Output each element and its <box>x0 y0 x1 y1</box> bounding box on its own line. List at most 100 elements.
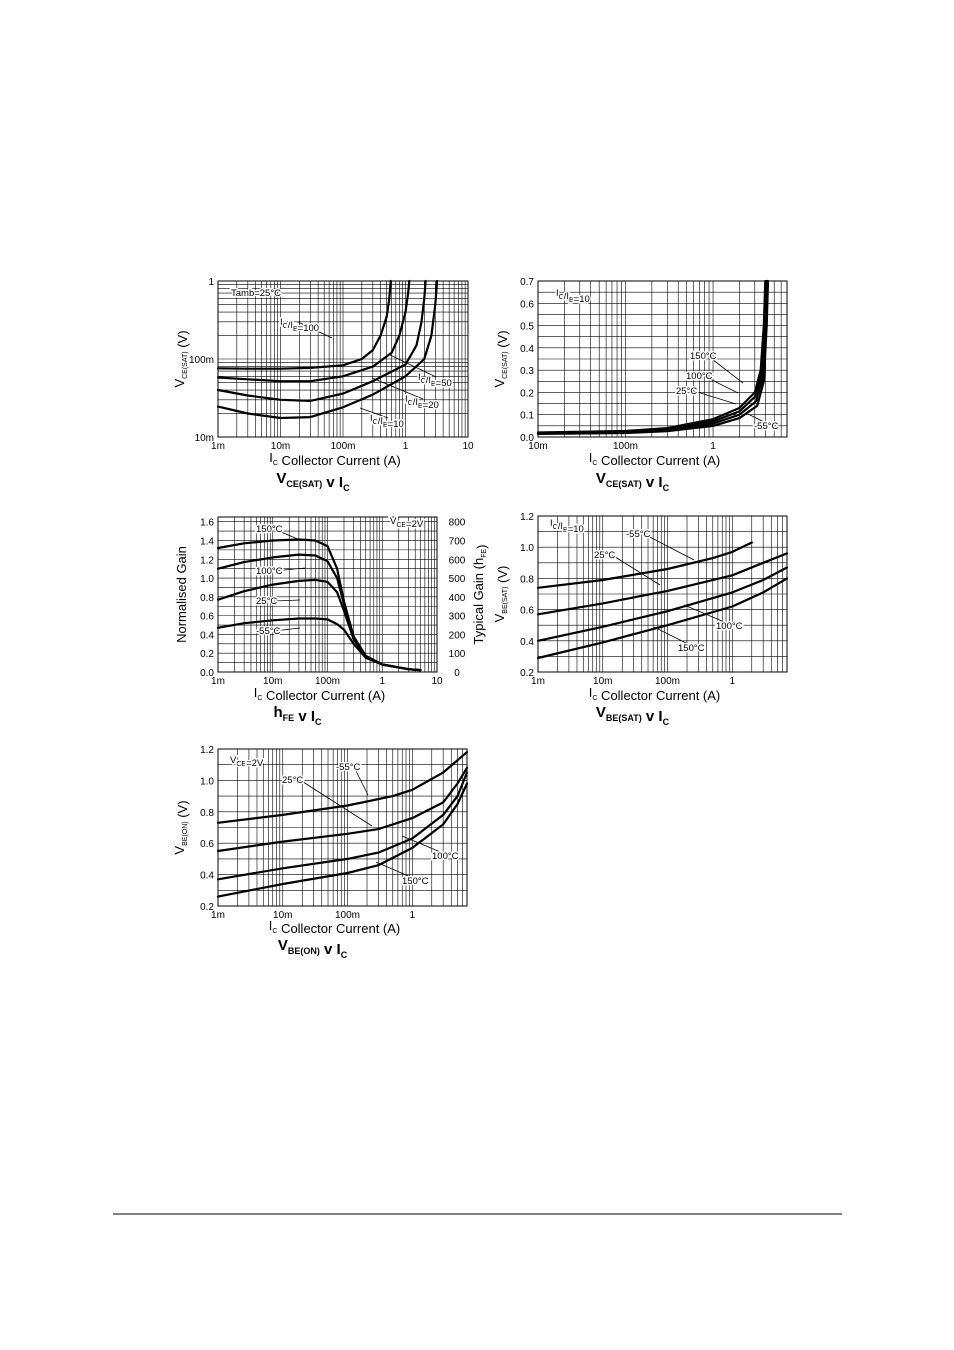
y-tick-label: 1.2 <box>200 745 214 756</box>
y2-tick-label: 800 <box>449 518 466 529</box>
series-label: 100°C <box>256 566 283 577</box>
y2-tick-label: 600 <box>449 555 466 566</box>
leader-line <box>707 355 744 384</box>
y-tick-label: 1.6 <box>200 518 214 529</box>
chart-title: VBE(SAT) v IC <box>596 704 670 727</box>
x-axis-label: IC Collector Current (A) <box>589 450 721 468</box>
series-label: 100°C <box>432 851 459 862</box>
leader-line <box>387 353 437 378</box>
y-tick-label: 1 <box>208 277 214 288</box>
y-tick-label: 0.7 <box>520 277 534 288</box>
leader-line <box>273 627 301 632</box>
x-tick-label: 10m <box>271 441 290 452</box>
x-tick-label: 1 <box>710 441 716 452</box>
series-line-1 <box>216 279 392 370</box>
grid <box>217 517 437 673</box>
x-tick-label: 10 <box>462 441 474 452</box>
chart-vbeon: 1m 10m 100m 1 0.2 0.4 0.6 0.8 1.0 1.2 VBE(ON) (V) I… <box>172 745 469 960</box>
series-label: 150°C <box>678 643 705 654</box>
y-tick-label: 1.2 <box>200 555 214 566</box>
y-tick-label: 0.2 <box>200 649 214 660</box>
x-tick-label: 10 <box>431 676 443 687</box>
x-tick-label: 100m <box>655 676 680 687</box>
y-tick-label: 0.6 <box>200 612 214 623</box>
x-tick-label: 100m <box>335 910 360 921</box>
leader-line <box>653 626 697 649</box>
leader-line <box>353 766 369 796</box>
y-tick-label: 1.0 <box>520 543 534 554</box>
x-axis-label: IC Collector Current (A) <box>269 450 401 468</box>
y2-tick-label: 700 <box>449 536 466 547</box>
chart-annotation: IC/IB=10 <box>556 288 590 305</box>
series-line-1 <box>216 751 469 824</box>
y-tick-label: 1.4 <box>200 536 214 547</box>
plot-frame <box>537 515 788 673</box>
x-tick-label: 1m <box>531 676 545 687</box>
series-label: 150°C <box>690 351 717 362</box>
y-tick-label: 0.2 <box>200 902 214 913</box>
y-tick-label: 0.8 <box>520 574 534 585</box>
chart-title: VCE(SAT) v IC <box>276 470 350 493</box>
y2-tick-label: 0 <box>454 668 460 679</box>
x-tick-label: 1 <box>729 676 735 687</box>
series-line-2 <box>216 279 411 383</box>
x-tick-label: 10m <box>273 910 292 921</box>
y-axis-label-group: VBE(ON) (V) <box>172 800 190 854</box>
plot-frame <box>217 748 468 907</box>
series-line-3 <box>536 566 789 642</box>
y-tick-label: 0.0 <box>520 433 534 444</box>
grid <box>537 280 788 438</box>
y-axis-label: VCE(SAT) (V) <box>172 330 190 387</box>
y-tick-label: 0.3 <box>520 366 534 377</box>
series-line-2 <box>216 766 469 853</box>
chart-title: VBE(ON) v IC <box>278 937 348 960</box>
leader-line <box>401 835 451 857</box>
series-line-4 <box>216 279 439 420</box>
series-line-2 <box>536 552 789 616</box>
y2-tick-label: 200 <box>449 630 466 641</box>
leader-line <box>359 407 389 419</box>
leader-line <box>693 390 737 405</box>
y-tick-label: 0.6 <box>200 839 214 850</box>
leader-line <box>643 533 695 561</box>
series-line-4 <box>216 617 422 672</box>
y2-axis-label: Typical Gain (hFE) <box>471 545 489 645</box>
series-label: 25°C <box>256 596 277 607</box>
chart-hfe: 1m 10m 100m 1 10 0.0 0.2 0.4 0.6 0.8 1.0 1.2 1.4 1.6 0… <box>174 515 489 728</box>
y-tick-label: 1.2 <box>520 512 534 523</box>
series-label: 25°C <box>676 386 697 397</box>
y-tick-label: 0.2 <box>520 388 534 399</box>
leader-line <box>299 779 373 827</box>
leader-line <box>683 604 735 627</box>
y-tick-label: 100m <box>189 355 214 366</box>
series-label: 25°C <box>282 775 303 786</box>
x-tick-label: 10m <box>528 441 547 452</box>
series-line-3 <box>216 279 427 402</box>
x-tick-label: 1 <box>379 676 385 687</box>
x-tick-label: 1 <box>403 441 409 452</box>
series-label: -55°C <box>256 626 281 637</box>
leader-line <box>375 861 421 882</box>
y-axis-label: Normalised Gain <box>174 546 189 643</box>
y2-tick-label: 500 <box>449 574 466 585</box>
y-tick-label: 1.0 <box>200 574 214 585</box>
x-axis-label: IC Collector Current (A) <box>589 685 721 703</box>
leader-line <box>273 528 301 541</box>
y2-tick-label: 100 <box>449 649 466 660</box>
y-axis-label: VCE(SAT) (V) <box>492 330 510 387</box>
y-tick-label: 0.4 <box>520 637 534 648</box>
x-tick-label: 100m <box>315 676 340 687</box>
y-tick-label: 0.1 <box>520 411 534 422</box>
y-tick-label: 0.4 <box>520 344 534 355</box>
x-tick-label: 100m <box>613 441 638 452</box>
x-tick-label: 1m <box>211 910 225 921</box>
y-axis-label-group: VCE(SAT) (V) <box>172 330 190 387</box>
y-axis-label: VBE(ON) (V) <box>172 800 190 854</box>
x-tick-label: 10m <box>593 676 612 687</box>
x-axis-label: IC Collector Current (A) <box>254 685 386 703</box>
plot-frame <box>217 280 469 438</box>
chart-title: VCE(SAT) v IC <box>596 470 670 493</box>
